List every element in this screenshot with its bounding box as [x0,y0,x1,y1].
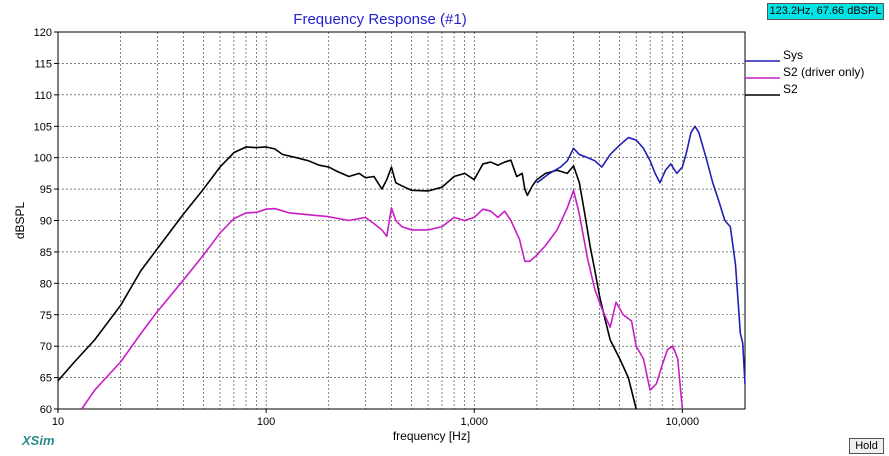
y-tick-label: 110 [34,90,52,102]
y-tick-label: 115 [34,58,52,70]
y-tick-label: 80 [40,278,52,290]
y-tick-label: 95 [40,184,52,196]
cursor-readout: 123.2Hz, 67.66 dBSPL [767,3,884,20]
y-tick-label: 70 [40,341,52,353]
hold-button[interactable]: Hold [849,438,884,454]
legend: Sys S2 (driver only) S2 [745,48,864,96]
series-lines [57,125,746,410]
series-line-s2 [57,146,637,410]
chart-title: Frequency Response (#1) [293,11,466,28]
y-axis-label: dBSPL [13,201,27,239]
x-tick-label: 10,000 [666,416,700,428]
series-line-sys [536,125,746,384]
xsim-brand-label: XSim [21,433,55,448]
grid [58,32,745,409]
x-tick-label: 10 [52,416,64,428]
axis-ticks: 60 65 70 75 80 85 90 95 100 105 110 115 120 10 100 1,00… [34,27,700,428]
y-tick-label: 100 [34,153,52,165]
y-tick-label: 85 [40,247,52,259]
y-tick-label: 60 [40,404,52,416]
series-line-s2-driver-only [81,189,684,410]
legend-label: Sys [783,48,803,62]
y-tick-label: 65 [40,373,52,385]
plot-area[interactable] [57,31,746,410]
y-tick-label: 120 [34,27,52,39]
y-tick-label: 105 [34,121,52,133]
x-axis-label: frequency [Hz] [393,429,470,443]
legend-label: S2 (driver only) [783,65,864,79]
y-tick-label: 75 [40,310,52,322]
x-tick-label: 1,000 [460,416,488,428]
legend-label: S2 [783,82,798,96]
y-tick-label: 90 [40,216,52,228]
x-tick-label: 100 [257,416,275,428]
